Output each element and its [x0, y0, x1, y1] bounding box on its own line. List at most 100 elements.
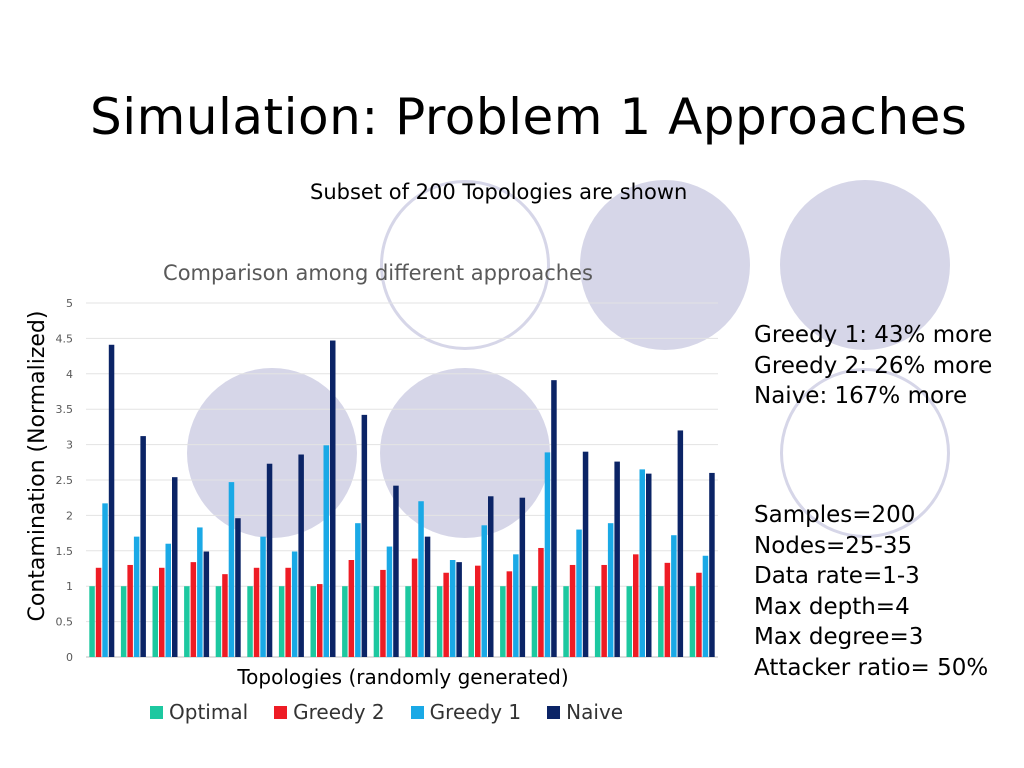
legend-swatch-naive: [547, 705, 561, 719]
y-tick-label: 1: [66, 580, 73, 593]
bar-naive-14: [519, 497, 526, 657]
bar-optimal-20: [689, 586, 696, 657]
bar-naive-9: [361, 414, 368, 657]
bar-optimal-12: [436, 586, 443, 657]
bar-greedy2-9: [348, 560, 355, 657]
param-max-depth: Max depth=4: [754, 593, 910, 620]
bar-naive-18: [646, 473, 652, 657]
bar-greedy1-14: [513, 554, 519, 657]
bar-greedy2-13: [475, 565, 481, 657]
stat-naive: Naive: 167% more: [754, 383, 968, 409]
bar-optimal-18: [626, 586, 632, 657]
bar-naive-20: [709, 472, 715, 657]
bar-greedy2-15: [538, 547, 544, 657]
legend-swatch-optimal: [150, 705, 163, 719]
bar-naive-4: [203, 551, 210, 657]
bar-naive-7: [298, 454, 304, 657]
decorative-circle-filled-2: [780, 180, 950, 350]
bar-optimal-16: [563, 586, 569, 657]
decorative-circle-outline-1: [380, 180, 550, 350]
bar-optimal-17: [594, 586, 601, 657]
legend-item-greedy2: Greedy 2: [274, 700, 385, 724]
bar-greedy1-11: [418, 501, 424, 657]
bar-naive-5: [235, 518, 241, 657]
bar-optimal-8: [310, 586, 316, 657]
legend-swatch-greedy2: [274, 705, 288, 719]
bar-greedy1-9: [355, 523, 361, 657]
y-tick-label: 2.5: [56, 474, 74, 487]
bar-optimal-10: [373, 586, 380, 657]
bar-greedy1-7: [291, 551, 298, 657]
decorative-circle-filled-1: [580, 180, 750, 350]
x-axis-label: Topologies (randomly generated): [236, 665, 568, 689]
param-data-rate: Data rate=1-3: [754, 563, 920, 589]
bar-greedy2-8: [317, 584, 323, 657]
param-nodes: Nodes=25-35: [754, 532, 913, 559]
slide-subtitle: Subset of 200 Topologies are shown: [310, 180, 688, 204]
y-tick-label: 0.5: [56, 616, 74, 629]
params-block: Samples=200 Nodes=25-35 Data rate=1-3 Ma…: [754, 500, 988, 683]
bar-optimal-5: [215, 586, 222, 657]
bar-optimal-3: [152, 586, 158, 657]
y-tick-label: 5: [66, 297, 73, 310]
bar-optimal-7: [278, 586, 285, 657]
bar-optimal-6: [247, 586, 253, 657]
bar-greedy2-2: [127, 564, 133, 657]
bar-naive-1: [108, 344, 115, 657]
bar-optimal-11: [405, 586, 411, 657]
legend-swatch-greedy1: [410, 705, 424, 719]
bar-optimal-19: [658, 586, 664, 657]
param-attacker-ratio: Attacker ratio= 50%: [754, 654, 989, 681]
legend-item-naive: Naive: [547, 700, 623, 724]
y-tick-label: 2: [66, 509, 73, 522]
decorative-circle-outline-2: [780, 368, 950, 538]
bar-greedy2-4: [190, 562, 197, 657]
bar-optimal-1: [89, 586, 95, 657]
bar-greedy1-8: [323, 445, 329, 657]
bar-optimal-2: [120, 586, 127, 657]
bar-greedy1-6: [260, 536, 266, 657]
bar-naive-13: [488, 496, 494, 657]
legend-label-greedy2: Greedy 2: [293, 700, 385, 724]
bar-greedy1-5: [228, 482, 235, 657]
bar-greedy1-18: [639, 469, 645, 657]
bar-greedy2-20: [696, 572, 702, 657]
bar-greedy2-3: [159, 567, 165, 657]
bar-greedy2-11: [411, 558, 418, 657]
bar-greedy2-10: [380, 569, 386, 657]
bar-naive-2: [140, 436, 146, 657]
bar-naive-16: [582, 451, 589, 657]
legend-label-optimal: Optimal: [169, 700, 249, 724]
legend-item-optimal: Optimal: [150, 700, 248, 724]
bar-optimal-9: [342, 586, 348, 657]
bar-optimal-14: [500, 586, 506, 657]
bar-greedy2-16: [569, 564, 576, 657]
stats-block: Greedy 1: 43% more Greedy 2: 26% more Na…: [754, 320, 992, 412]
bar-greedy1-17: [607, 523, 614, 657]
bar-greedy1-15: [544, 452, 551, 657]
bar-greedy2-5: [222, 574, 228, 657]
param-samples: Samples=200: [754, 502, 916, 528]
bar-naive-12: [456, 562, 462, 657]
y-tick-label: 4: [66, 368, 73, 381]
bar-greedy2-7: [285, 567, 291, 657]
bar-greedy1-20: [702, 555, 709, 657]
slide-title: Simulation: Problem 1 Approaches: [90, 88, 968, 146]
chart-legend: Optimal Greedy 2 Greedy 1 Naive: [150, 700, 623, 724]
bar-greedy1-16: [576, 529, 582, 657]
bar-chart: Comparison among different approaches Co…: [25, 261, 718, 689]
bar-greedy2-17: [601, 564, 607, 657]
bar-naive-6: [266, 463, 273, 657]
bar-greedy1-12: [449, 560, 456, 657]
bar-greedy1-10: [386, 546, 393, 657]
y-tick-label: 3: [66, 439, 73, 452]
y-tick-label: 4.5: [56, 332, 74, 345]
bar-naive-8: [330, 340, 336, 657]
y-axis-label: Contamination (Normalized): [25, 311, 50, 622]
bar-naive-10: [393, 485, 399, 657]
bar-greedy2-19: [664, 562, 671, 657]
bar-greedy1-3: [165, 543, 171, 657]
bar-optimal-4: [184, 586, 190, 657]
y-tick-label: 0: [66, 651, 73, 664]
bar-greedy1-1: [102, 503, 108, 657]
